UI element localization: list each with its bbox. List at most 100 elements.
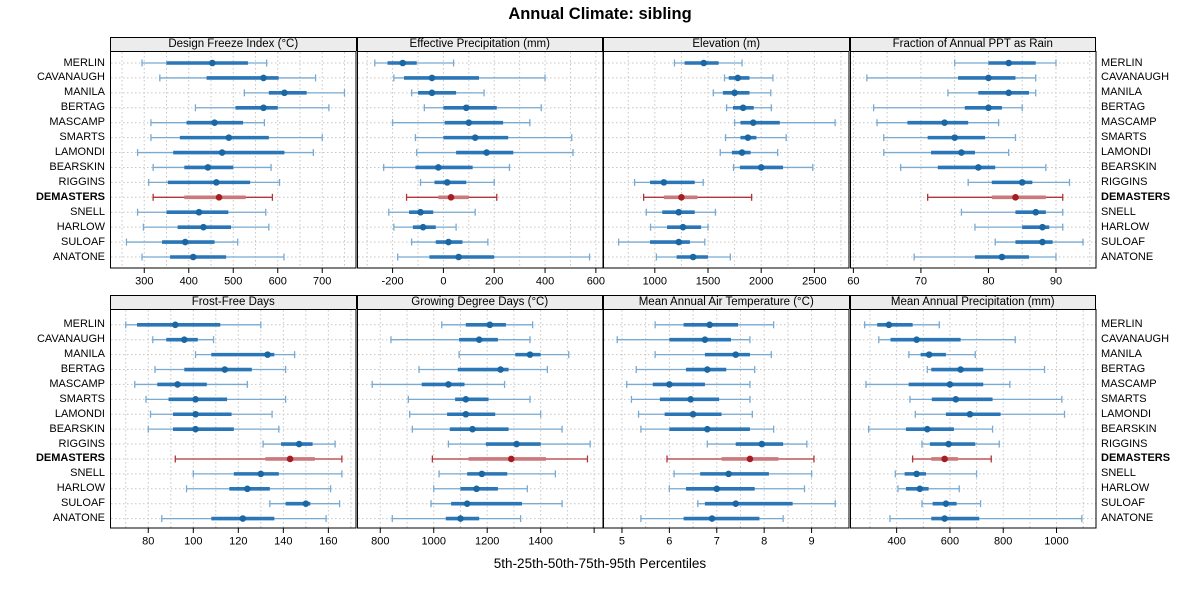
axis-tick-label: 600 <box>940 535 958 547</box>
station-label: CAVANAUGH <box>1101 71 1170 84</box>
axis-tick-label: 80 <box>982 275 994 287</box>
axis-tick-label: 1400 <box>528 535 552 547</box>
station-label: MERLIN <box>63 56 105 69</box>
panel-header-design-freeze-index: Design Freeze Index (°C) <box>110 36 357 51</box>
station-label: SULOAF <box>60 497 105 510</box>
station-label: MANILA <box>64 86 105 99</box>
panel-header-mean-annual-precipitation: Mean Annual Precipitation (mm) <box>849 294 1096 309</box>
axis-tick-label: 100 <box>184 535 202 547</box>
panel-header-frost-free-days: Frost-Free Days <box>110 294 357 309</box>
station-label: SNELL <box>70 467 105 480</box>
axis-tick-label: 300 <box>135 275 153 287</box>
station-label: DEMASTERS <box>35 452 105 465</box>
axis-tick-label: 70 <box>914 275 926 287</box>
axis-tick-label: 1200 <box>474 535 498 547</box>
axis-tick-label: 1500 <box>696 275 720 287</box>
panel-header-elevation: Elevation (m) <box>603 36 850 51</box>
panel-header-growing-degree-days: Growing Degree Days (°C) <box>356 294 603 309</box>
axis-tick-label: 2000 <box>749 275 773 287</box>
station-label: RIGGINS <box>1101 175 1148 188</box>
station-label: BERTAG <box>60 363 105 376</box>
station-label: SULOAF <box>1101 497 1146 510</box>
station-label: BEARSKIN <box>49 422 105 435</box>
axis-tick-label: 90 <box>1049 275 1061 287</box>
station-label: HARLOW <box>1101 220 1150 233</box>
station-label: MASCAMP <box>49 377 105 390</box>
axis-tick-label: 2500 <box>802 275 826 287</box>
station-label: MANILA <box>1101 86 1142 99</box>
station-label: LAMONDI <box>1101 146 1152 159</box>
station-label: DEMASTERS <box>1101 190 1171 203</box>
station-label: DEMASTERS <box>35 190 105 203</box>
station-label: HARLOW <box>56 220 105 233</box>
station-label: HARLOW <box>56 482 105 495</box>
panel-header-mean-annual-air-temperature: Mean Annual Air Temperature (°C) <box>603 294 850 309</box>
axis-tick-label: 1000 <box>421 535 445 547</box>
station-label: BEARSKIN <box>49 160 105 173</box>
percentiles-caption: 5th-25th-50th-75th-95th Percentiles <box>493 556 707 571</box>
axis-tick-label: 0 <box>440 275 446 287</box>
station-label: SULOAF <box>60 235 105 248</box>
station-label: RIGGINS <box>58 175 105 188</box>
axis-tick-label: -200 <box>381 275 403 287</box>
station-label: BERTAG <box>1101 363 1146 376</box>
station-label: RIGGINS <box>1101 437 1148 450</box>
station-label: HARLOW <box>1101 482 1150 495</box>
axis-tick-label: 9 <box>809 535 815 547</box>
chart-title: Annual Climate: sibling <box>508 5 692 23</box>
station-label: MASCAMP <box>1101 116 1157 129</box>
station-label: SULOAF <box>1101 235 1146 248</box>
station-label: LAMONDI <box>54 146 105 159</box>
station-label: BERTAG <box>1101 101 1146 114</box>
axis-tick-label: 400 <box>535 275 553 287</box>
panel-elevation: 1000 1500 2000 2500 <box>603 50 850 287</box>
axis-tick-label: 6 <box>666 535 672 547</box>
station-label: SNELL <box>1101 205 1136 218</box>
axis-tick-label: 800 <box>994 535 1012 547</box>
panel-mean-annual-air-temperature: 5 6 7 8 9 <box>603 308 850 547</box>
panel-header-effective-precipitation: Effective Precipitation (mm) <box>356 36 603 51</box>
station-label: CAVANAUGH <box>36 333 105 346</box>
station-label: DEMASTERS <box>1101 452 1171 465</box>
axis-tick-label: 700 <box>313 275 331 287</box>
station-label: MANILA <box>1101 348 1142 361</box>
station-label: BERTAG <box>60 101 105 114</box>
axis-tick-label: 60 <box>847 275 859 287</box>
station-label: MERLIN <box>1101 56 1143 69</box>
station-label: SNELL <box>1101 467 1136 480</box>
axis-tick-label: 5 <box>619 535 625 547</box>
panel-mean-annual-precipitation: 400 600 800 1000 <box>849 308 1096 547</box>
station-label: MERLIN <box>63 318 105 331</box>
station-label: SMARTS <box>1101 392 1147 405</box>
axis-tick-label: 140 <box>274 535 292 547</box>
station-label: CAVANAUGH <box>1101 333 1170 346</box>
station-label: ANATONE <box>1101 250 1154 263</box>
panel-frost-free-days: 80 100 120 140 160 <box>110 308 357 547</box>
panel-design-freeze-index: 300 400 500 600 700 <box>110 50 357 287</box>
axis-tick-label: 80 <box>142 535 154 547</box>
station-label: BEARSKIN <box>1101 160 1157 173</box>
station-label: SMARTS <box>59 131 105 144</box>
axis-tick-label: 500 <box>224 275 242 287</box>
station-label: SMARTS <box>59 392 105 405</box>
panel-header-fraction-ppt-rain: Fraction of Annual PPT as Rain <box>849 36 1096 51</box>
axis-tick-label: 800 <box>371 535 389 547</box>
station-label: RIGGINS <box>58 437 105 450</box>
station-label: LAMONDI <box>54 407 105 420</box>
station-label: MASCAMP <box>49 116 105 129</box>
axis-tick-label: 400 <box>887 535 905 547</box>
station-label: MERLIN <box>1101 318 1143 331</box>
station-label: ANATONE <box>1101 512 1154 525</box>
station-label: SNELL <box>70 205 105 218</box>
station-label: ANATONE <box>52 512 105 525</box>
axis-tick-label: 400 <box>180 275 198 287</box>
axis-tick-label: 600 <box>586 275 604 287</box>
station-label: SMARTS <box>1101 131 1147 144</box>
station-label: BEARSKIN <box>1101 422 1157 435</box>
station-label: CAVANAUGH <box>36 71 105 84</box>
panel-fraction-ppt-rain: 60 70 80 90 <box>847 50 1096 287</box>
station-label: LAMONDI <box>1101 407 1152 420</box>
axis-tick-label: 120 <box>229 535 247 547</box>
axis-tick-label: 160 <box>319 535 337 547</box>
